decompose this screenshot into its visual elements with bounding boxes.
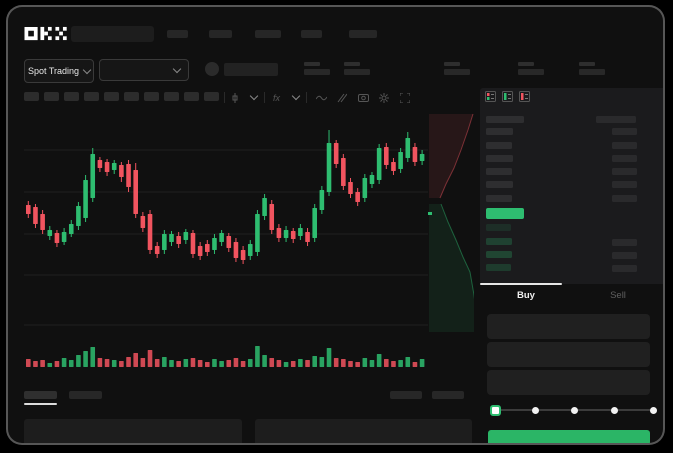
stat-label-placeholder bbox=[518, 62, 534, 66]
candlestick-chart[interactable] bbox=[24, 110, 428, 336]
interval-button-placeholder[interactable] bbox=[24, 92, 39, 101]
interval-button-placeholder[interactable] bbox=[204, 92, 219, 101]
nav-item-placeholder[interactable] bbox=[167, 30, 188, 38]
stat-value-placeholder bbox=[304, 69, 330, 75]
orders-table-placeholder bbox=[255, 419, 472, 443]
depth-chart bbox=[428, 113, 474, 332]
stat-label-placeholder bbox=[579, 62, 595, 66]
chevron-down-icon bbox=[172, 64, 182, 73]
bid-row-amount[interactable] bbox=[612, 252, 637, 259]
tab-buy[interactable]: Buy bbox=[517, 290, 535, 301]
nav-item-placeholder[interactable] bbox=[301, 30, 322, 38]
orders-action-placeholder[interactable] bbox=[432, 391, 464, 399]
book-bids-view-icon[interactable] bbox=[502, 91, 513, 102]
buy-submit-button[interactable] bbox=[488, 430, 650, 443]
compare-icon[interactable] bbox=[335, 92, 349, 104]
market-type-label: Spot Trading bbox=[27, 66, 80, 76]
interval-button-placeholder[interactable] bbox=[144, 92, 159, 101]
ask-row-price[interactable] bbox=[486, 168, 512, 175]
bid-row-amount[interactable] bbox=[612, 239, 637, 246]
interval-button-placeholder[interactable] bbox=[44, 92, 59, 101]
orders-tab-placeholder[interactable] bbox=[69, 391, 102, 399]
stat-label-placeholder bbox=[304, 62, 320, 66]
orders-tab-placeholder[interactable] bbox=[24, 391, 57, 399]
stat-value-placeholder bbox=[344, 69, 370, 75]
ask-row-price[interactable] bbox=[486, 195, 512, 202]
volume-pane bbox=[26, 346, 425, 367]
order-book-view-switch bbox=[485, 91, 530, 102]
line-style-icon[interactable] bbox=[314, 92, 328, 104]
nav-item-placeholder[interactable] bbox=[209, 30, 232, 38]
stat-value-placeholder bbox=[444, 69, 470, 75]
column-header-amount-placeholder bbox=[596, 116, 636, 123]
orders-tab-underline bbox=[24, 403, 57, 405]
bid-row-amount[interactable] bbox=[612, 265, 637, 272]
bid-row-price[interactable] bbox=[486, 264, 511, 271]
ask-row-price[interactable] bbox=[486, 128, 513, 135]
orders-action-placeholder[interactable] bbox=[390, 391, 422, 399]
bid-row-price[interactable] bbox=[486, 224, 511, 231]
ask-row-amount[interactable] bbox=[612, 195, 637, 202]
indicators-dropdown-icon[interactable] bbox=[291, 91, 301, 101]
snapshot-icon[interactable] bbox=[356, 92, 370, 104]
logo-side-placeholder bbox=[71, 26, 154, 42]
chart-type-icon[interactable] bbox=[230, 92, 244, 104]
interval-button-placeholder[interactable] bbox=[124, 92, 139, 101]
app-window: Spot Trading fx bbox=[6, 5, 665, 445]
book-split-view-icon[interactable] bbox=[485, 91, 496, 102]
coin-avatar bbox=[205, 62, 219, 76]
slider-stop-dot[interactable] bbox=[531, 407, 539, 414]
column-header-price-placeholder bbox=[486, 116, 524, 123]
slider-stop-dot[interactable] bbox=[571, 407, 578, 414]
ask-row-price[interactable] bbox=[486, 155, 513, 162]
ask-row-amount[interactable] bbox=[612, 128, 637, 135]
price-input[interactable] bbox=[487, 314, 650, 339]
amount-input[interactable] bbox=[487, 342, 650, 367]
stat-label-placeholder bbox=[444, 62, 460, 66]
interval-button-placeholder[interactable] bbox=[64, 92, 79, 101]
pair-selector-dropdown[interactable] bbox=[99, 59, 189, 81]
stat-value-placeholder bbox=[518, 69, 544, 75]
settings-icon[interactable] bbox=[377, 92, 391, 104]
ask-row-amount[interactable] bbox=[612, 181, 637, 188]
stat-label-placeholder bbox=[344, 62, 360, 66]
chevron-down-icon bbox=[82, 65, 92, 74]
book-asks-view-icon[interactable] bbox=[519, 91, 530, 102]
ask-row-price[interactable] bbox=[486, 142, 512, 149]
interval-button-placeholder[interactable] bbox=[104, 92, 119, 101]
interval-button-placeholder[interactable] bbox=[164, 92, 179, 101]
total-input[interactable] bbox=[487, 370, 650, 395]
orders-table-placeholder bbox=[24, 419, 242, 443]
active-tab-indicator bbox=[480, 283, 562, 285]
interval-button-placeholder[interactable] bbox=[84, 92, 99, 101]
slider-stop-dot[interactable] bbox=[650, 407, 657, 414]
tab-sell[interactable]: Sell bbox=[610, 290, 626, 301]
last-price-placeholder bbox=[224, 63, 278, 76]
chart-tools: fx bbox=[230, 91, 412, 104]
fullscreen-icon[interactable] bbox=[398, 92, 412, 104]
nav-item-placeholder[interactable] bbox=[349, 30, 377, 38]
okx-logo[interactable] bbox=[24, 26, 70, 41]
stat-value-placeholder bbox=[579, 69, 605, 75]
slider-handle[interactable] bbox=[490, 405, 501, 416]
ask-row-price[interactable] bbox=[486, 181, 513, 188]
chart-type-dropdown-icon[interactable] bbox=[249, 91, 259, 101]
nav-item-placeholder[interactable] bbox=[255, 30, 281, 38]
ask-row-amount[interactable] bbox=[612, 155, 637, 162]
indicators-icon[interactable]: fx bbox=[272, 92, 286, 104]
market-type-selector[interactable]: Spot Trading bbox=[24, 59, 94, 83]
slider-stop-dot[interactable] bbox=[610, 407, 618, 414]
ask-row-amount[interactable] bbox=[612, 142, 637, 149]
interval-button-placeholder[interactable] bbox=[184, 92, 199, 101]
bid-row-price[interactable] bbox=[486, 238, 512, 245]
ask-row-amount[interactable] bbox=[612, 168, 637, 175]
last-price-bar[interactable] bbox=[486, 208, 524, 219]
svg-text:fx: fx bbox=[273, 93, 281, 102]
bid-row-price[interactable] bbox=[486, 251, 512, 258]
